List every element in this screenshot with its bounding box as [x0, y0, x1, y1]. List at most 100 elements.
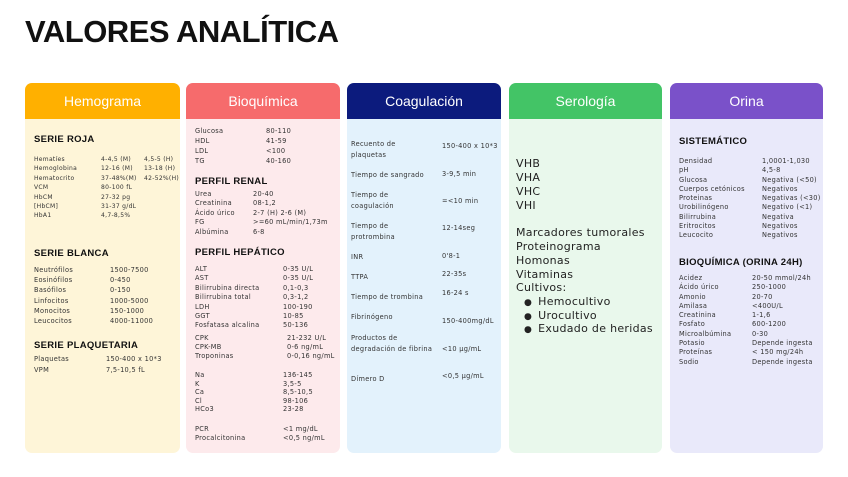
sistematico-value: Negativas (<30) — [762, 194, 821, 203]
serie-roja-label: VCM — [34, 184, 49, 192]
sistematico-row: Cuerpos cetónicos Negativos — [679, 185, 817, 194]
perfil-hepatico-list: ALT 0-35 U/L AST 0-35 U/L Bilirrubina direct… — [195, 265, 334, 331]
bioquimica-general-list: Glucosa 80-110 HDL 41-59 LDL <100 TG 40-160 — [195, 127, 334, 167]
sistematico-value: 4,5-8 — [762, 166, 781, 175]
marcadores-cardiacos-row: CPK 21-232 U/L — [195, 334, 334, 343]
serie-blanca-row: Eosinófilos 0-450 — [34, 276, 174, 286]
serie-plaquetaria-value: 7,5-10,5 fL — [106, 365, 145, 374]
perfil-renal-label: FG — [195, 218, 205, 227]
perfil-hepatico-label: Bilirrubina directa — [195, 283, 260, 292]
sistematico-label: Urobilinógeno — [679, 203, 729, 212]
iones-label: Cl — [195, 396, 203, 405]
bioquimica-orina-24h-label: Amonio — [679, 292, 706, 301]
marcadores-cardiacos-value: 0-0,16 ng/mL — [287, 352, 335, 361]
perfil-hepatico-label: ALT — [195, 265, 208, 273]
serie-roja-label: Hematíes — [34, 156, 65, 163]
coagulacion-label: Fibrinógeno — [351, 313, 393, 321]
bioquimica-orina-24h-row: Potasio Depende ingesta — [679, 339, 817, 348]
bioquimica-general-row: HDL 41-59 — [195, 137, 334, 147]
bioquimica-general-row: Glucosa 80-110 — [195, 127, 334, 137]
coagulacion-value: <0,5 µg/mL — [442, 372, 484, 380]
perfil-hepatico-value: 0-35 U/L — [283, 274, 314, 283]
coagulacion-value: 3-9,5 min — [442, 170, 477, 178]
marcadores-cardiacos-row: Troponinas 0-0,16 ng/mL — [195, 352, 334, 361]
bioquimica-general-label: LDL — [195, 147, 209, 155]
coagulacion-label: Tiempo de protrombina — [351, 222, 395, 241]
sistematico-value: 1,0001-1,030 — [762, 157, 810, 165]
coagulacion-label: Tiempo de trombina — [351, 293, 424, 301]
serologia-subitem-label: Hemocultivo — [538, 295, 611, 308]
iones-value: 98-106 — [283, 396, 309, 405]
serologia-item: VHA — [516, 171, 541, 184]
sistematico-row: Glucosa Negativa (<50) — [679, 176, 817, 185]
perfil-renal-row: Ácido úrico 2-7 (H) 2-6 (M) — [195, 209, 334, 218]
perfil-renal-value: 20-40 — [253, 190, 274, 198]
serie-roja-row: Hematocrito 37-48%(M) 42-52%(H) — [34, 175, 179, 184]
sistematico-row: Eritrocitos Negativos — [679, 222, 817, 231]
perfil-hepatico-row: LDH 100-190 — [195, 303, 334, 312]
coagulacion-label: Tiempo de sangrado — [351, 171, 425, 179]
serie-roja-row: HbA1 4,7-8,5% — [34, 212, 174, 221]
perfil-hepatico-value: 100-190 — [283, 302, 313, 311]
serologia-item: VHI — [516, 199, 536, 212]
serie-blanca-value: 1500-7500 — [110, 266, 149, 274]
serie-roja-value: 12-16 (M) — [101, 165, 133, 173]
bioquimica-general-value: <100 — [266, 147, 286, 155]
serologia-subitem: ● Urocultivo — [524, 309, 597, 322]
serie-blanca-value: 150-1000 — [110, 306, 145, 315]
perfil-renal-label: Albúmina — [195, 227, 229, 236]
bioquimica-orina-24h-row: Fosfato 600-1200 — [679, 320, 817, 329]
serie-roja-value: 4-4,5 (M) — [101, 156, 131, 163]
serie-blanca-label: Eosinófilos — [34, 276, 73, 285]
perfil-renal-value: 2-7 (H) 2-6 (M) — [253, 208, 307, 217]
serologia-item: Proteinograma — [516, 240, 601, 253]
bioquimica-orina-24h-label: Creatinina — [679, 311, 716, 320]
marcadores-inflamatorios-label: PCR — [195, 425, 210, 433]
serie-blanca-value: 0-450 — [110, 276, 131, 285]
bioquimica-orina-24h-label: Fosfato — [679, 320, 706, 329]
perfil-hepatico-value: 10-85 — [283, 311, 304, 320]
serie-roja-value: 31-37 g/dL — [101, 202, 137, 210]
serie-plaquetaria-label: VPM — [34, 365, 50, 374]
perfil-renal-row: Albúmina 6-8 — [195, 228, 334, 237]
perfil-hepatico-row: Bilirrubina directa 0,1-0,3 — [195, 284, 334, 293]
marcadores-cardiacos-label: Troponinas — [195, 352, 234, 361]
bioquimica-general-row: LDL <100 — [195, 147, 334, 157]
serie-roja-value: 80-100 fL — [101, 184, 133, 192]
sistematico-label: pH — [679, 166, 689, 175]
card-header-coagulacion: Coagulación — [347, 83, 501, 119]
coagulacion-value: 12-14seg — [442, 224, 476, 232]
sistematico-row: Urobilinógeno Negativo (<1) — [679, 203, 817, 212]
serie-blanca-row: Leucocitos 4000-11000 — [34, 317, 174, 327]
iones-label: HCo3 — [195, 405, 214, 414]
iones-row: Cl 98-106 — [195, 397, 334, 406]
perfil-hepatico-value: 0,1-0,3 — [283, 283, 309, 292]
sistematico-label: Eritrocitos — [679, 222, 716, 231]
coagulacion-label: TTPA — [351, 273, 369, 281]
marcadores-inflamatorios-list: PCR <1 mg/dL Procalcitonina <0,5 ng/mL — [195, 425, 334, 443]
marcadores-cardiacos-value: 21-232 U/L — [287, 334, 327, 342]
perfil-renal-list: Urea 20-40 Creatinina 08-1,2 Ácido úrico 2-7 … — [195, 190, 334, 237]
sistematico-label: Densidad — [679, 157, 713, 165]
marcadores-cardiacos-value: 0-6 ng/mL — [287, 343, 324, 352]
marcadores-cardiacos-list: CPK 21-232 U/L CPK-MB 0-6 ng/mL Troponinas 0-… — [195, 334, 334, 362]
serologia-item: VHC — [516, 185, 541, 198]
coagulacion-label: INR — [351, 253, 364, 261]
perfil-hepatico-row: Fosfatasa alcalina 50-136 — [195, 321, 334, 330]
serie-roja-title: SERIE ROJA — [34, 134, 95, 145]
iones-label: K — [195, 379, 200, 388]
bioquimica-orina-24h-label: Acidez — [679, 274, 703, 282]
bullet-icon: ● — [524, 325, 533, 335]
serie-blanca-value: 0-150 — [110, 286, 131, 295]
card-header-bioquimica: Bioquímica — [186, 83, 340, 119]
sistematico-value: Negativa — [762, 212, 794, 221]
perfil-hepatico-row: GGT 10-85 — [195, 312, 334, 321]
bioquimica-orina-24h-value: < 150 mg/24h — [752, 348, 804, 357]
bioquimica-general-label: HDL — [195, 137, 210, 145]
coagulacion-label: Recuento de plaquetas — [351, 140, 396, 159]
serie-plaquetaria-label: Plaquetas — [34, 355, 70, 363]
sistematico-value: Negativo (<1) — [762, 203, 813, 212]
serie-roja-label: Hemoglobina — [34, 165, 78, 173]
serologia-item: Marcadores tumorales — [516, 226, 645, 239]
marcadores-cardiacos-row: CPK-MB 0-6 ng/mL — [195, 343, 334, 352]
